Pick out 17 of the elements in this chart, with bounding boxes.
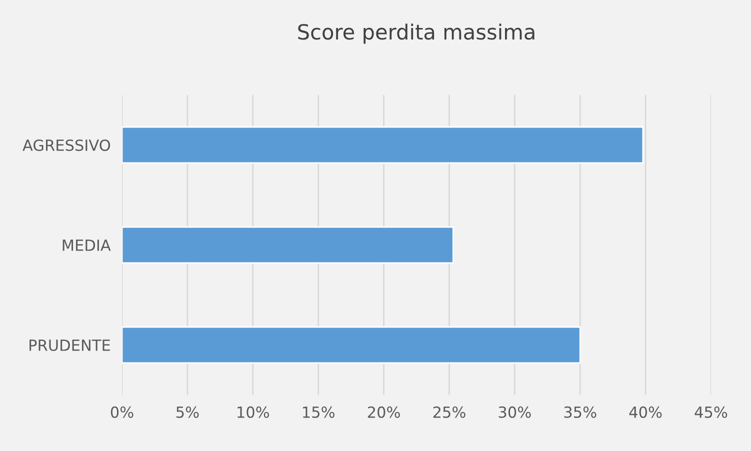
y-tick-label: PRUDENTE — [30, 340, 110, 352]
bar — [122, 126, 644, 164]
x-tick-label: 40% — [629, 406, 662, 418]
y-tick-label: AGRESSIVO — [22, 139, 110, 152]
x-tick-label: 5% — [176, 406, 199, 418]
y-tick-label: MEDIA — [62, 240, 111, 251]
chart-title: Score perdita massima — [298, 24, 534, 44]
bar — [122, 326, 581, 364]
x-tick-label: 10% — [238, 406, 270, 418]
x-tick-label: 0% — [110, 406, 134, 418]
x-tick-label: 45% — [694, 406, 728, 418]
x-tick-label: 30% — [498, 406, 531, 418]
x-tick-label: 20% — [368, 406, 400, 418]
x-tick-label: 35% — [564, 406, 596, 418]
bar — [122, 226, 454, 264]
x-tick-label: 15% — [303, 406, 334, 418]
x-tick-label: 25% — [433, 406, 466, 418]
